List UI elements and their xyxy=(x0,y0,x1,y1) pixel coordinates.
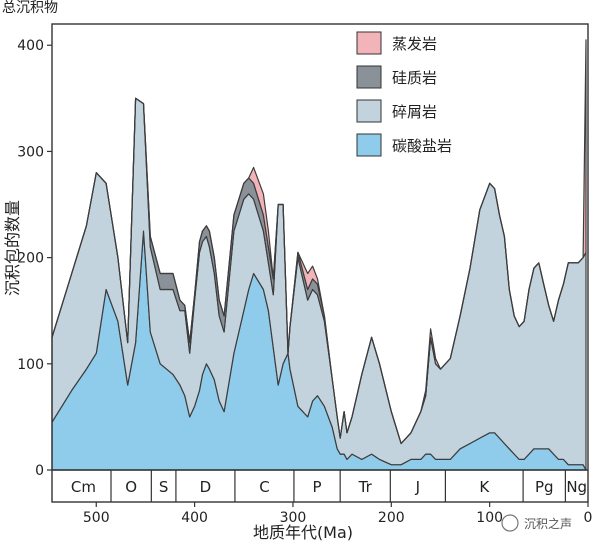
watermark: 沉积之声 xyxy=(501,514,572,532)
legend-swatch xyxy=(356,65,382,89)
x-tick-label: 100 xyxy=(476,510,503,526)
legend-label: 蒸发岩 xyxy=(392,35,437,53)
y-axis-label: 沉积包的数量 xyxy=(3,200,22,296)
period-label: Pg xyxy=(535,478,554,496)
y-tick-label: 200 xyxy=(17,251,44,267)
y-tick-label: 300 xyxy=(17,144,44,160)
x-tick-label: 400 xyxy=(181,510,208,526)
chart-title: 总沉积物 xyxy=(2,0,58,16)
period-label: P xyxy=(313,478,322,496)
legend-label: 硅质岩 xyxy=(392,69,437,87)
x-tick-label: 200 xyxy=(378,510,405,526)
period-label: Cm xyxy=(71,478,96,496)
legend-swatch xyxy=(356,133,382,157)
period-label: K xyxy=(479,478,490,496)
wechat-icon xyxy=(501,514,519,532)
period-label: J xyxy=(415,478,420,496)
y-tick-label: 0 xyxy=(35,463,44,479)
x-ticks: 500 400 300 200 100 0 xyxy=(83,502,593,526)
plot-border xyxy=(51,23,589,503)
period-label: O xyxy=(125,478,137,496)
period-label: D xyxy=(200,478,212,496)
y-tick-label: 100 xyxy=(17,357,44,373)
legend-label: 碎屑岩 xyxy=(392,103,437,121)
area-layers xyxy=(51,39,587,471)
y-ticks: 0 100 200 300 400 xyxy=(17,38,52,479)
x-tick-label: 500 xyxy=(83,510,110,526)
plot-frame xyxy=(51,23,589,503)
watermark-text: 沉积之声 xyxy=(524,517,572,531)
area-series-4 xyxy=(51,39,587,445)
x-tick-label: 300 xyxy=(280,510,307,526)
legend-label: 碳酸盐岩 xyxy=(392,137,452,155)
period-label: Ng xyxy=(566,478,587,496)
period-strip: Cm O S D C P Tr J K Pg Ng xyxy=(71,470,587,502)
legend-swatch xyxy=(356,99,382,123)
y-tick-label: 400 xyxy=(17,38,44,54)
period-label: Tr xyxy=(358,478,373,496)
period-label: C xyxy=(259,478,269,496)
period-label: S xyxy=(159,478,169,496)
legend-swatch xyxy=(356,31,382,55)
x-tick-label: 0 xyxy=(584,510,593,526)
x-axis-label: 地质年代(Ma) xyxy=(253,523,353,542)
